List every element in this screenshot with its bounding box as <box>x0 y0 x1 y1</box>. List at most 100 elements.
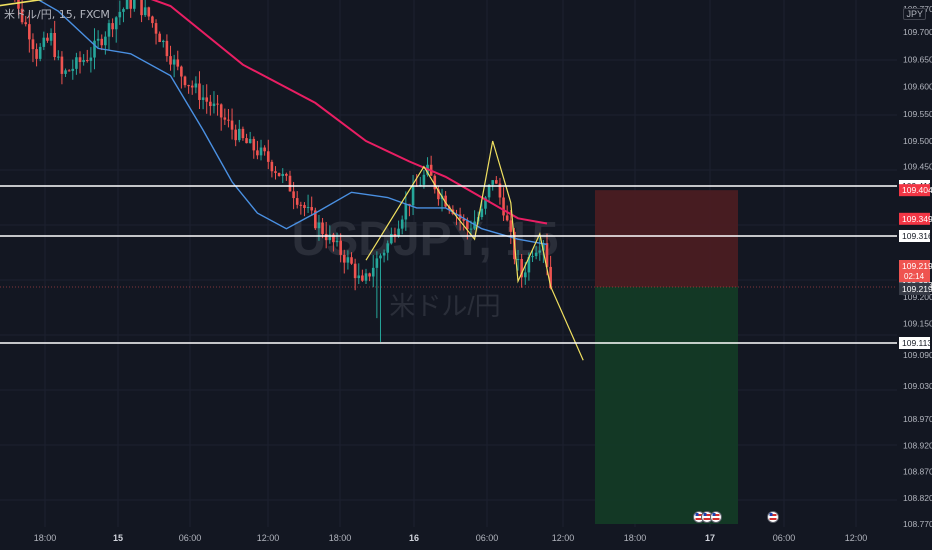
candle-body <box>538 250 542 253</box>
time-tick-label: 15 <box>113 533 123 543</box>
take-profit-zone <box>595 287 738 524</box>
candle-body <box>288 175 292 192</box>
candle-body <box>256 150 259 156</box>
event-stripe <box>703 518 711 520</box>
price-badge-label: 109.404 <box>902 185 932 195</box>
watermark-sub: 米ドル/円 <box>389 291 500 321</box>
level-badge <box>899 230 930 242</box>
candle-body <box>172 59 176 65</box>
candle-body <box>498 183 502 198</box>
candle-body <box>245 138 248 144</box>
price-badge <box>899 260 930 282</box>
candle-body <box>93 40 96 58</box>
price-badge-label: 109.219 <box>902 284 932 294</box>
time-axis[interactable]: 18:00 15 06:00 12:00 18:00 16 06:00 12:00 18:00 1… <box>0 527 932 550</box>
currency-label[interactable]: JPY <box>903 8 926 20</box>
candle-body <box>183 76 187 86</box>
candle-body <box>57 56 60 58</box>
candle-body <box>371 267 375 277</box>
level-badge <box>899 337 930 349</box>
candle-body <box>332 234 335 243</box>
ema-slow-line <box>150 0 548 225</box>
candle-body <box>259 147 263 156</box>
candle-body <box>534 252 538 257</box>
candle-body <box>549 266 552 289</box>
candle-body <box>361 275 364 281</box>
candle-body <box>277 172 281 176</box>
price-tick-label: 109.030 <box>903 381 932 391</box>
candle-body <box>64 70 67 74</box>
price-badge <box>899 212 930 225</box>
candle-body <box>542 243 545 251</box>
candle-body <box>523 272 527 278</box>
price-tick-label: 108.870 <box>903 467 932 477</box>
candle-body <box>133 0 136 9</box>
price-badges: 109.412109.316109.113109.404109.349109.2… <box>899 180 932 349</box>
candle-body <box>209 101 212 107</box>
candle-body <box>20 8 24 23</box>
candle-body <box>238 128 241 141</box>
zigzag-pattern-line <box>365 140 584 361</box>
price-badge-label: 109.219 <box>902 261 932 271</box>
candle-body <box>28 24 31 40</box>
candle-body <box>118 11 122 18</box>
candle-body <box>140 0 143 16</box>
candle-body <box>82 60 85 63</box>
candle-body <box>71 68 75 71</box>
candle-body <box>422 174 426 185</box>
us-flag-event-icon[interactable] <box>767 511 779 523</box>
candle-body <box>122 9 125 12</box>
candle-body <box>111 23 114 30</box>
candle-body <box>350 257 353 264</box>
candle-body <box>151 16 154 24</box>
position-zones[interactable] <box>595 190 738 524</box>
event-stripe <box>712 514 720 516</box>
candle-body <box>31 39 35 50</box>
event-stripe <box>703 514 711 516</box>
candle-body <box>295 198 299 205</box>
candle-body <box>495 180 498 184</box>
event-circle <box>767 511 779 523</box>
candle-body <box>53 32 56 58</box>
candle-body <box>198 83 201 100</box>
candle-body <box>248 138 252 144</box>
price-tick-label: 109.500 <box>903 136 932 146</box>
time-tick-label: 12:00 <box>257 533 280 543</box>
time-tick-label: 17 <box>705 533 715 543</box>
price-badge <box>899 184 930 197</box>
price-tick-label: 109.550 <box>903 109 932 119</box>
candle-body <box>390 234 393 244</box>
candle-body <box>321 222 324 234</box>
event-stripe <box>695 514 703 516</box>
price-tick-label: 109.090 <box>903 350 932 360</box>
candle-body <box>516 259 520 261</box>
horizontal-levels[interactable] <box>0 185 897 344</box>
candle-body <box>531 256 534 258</box>
event-markers[interactable] <box>693 511 779 523</box>
candle-body <box>201 97 205 100</box>
candle-body <box>67 70 71 72</box>
time-axis-background <box>0 527 932 550</box>
candle-body <box>100 38 104 46</box>
event-stripe <box>769 518 777 520</box>
candle-body <box>187 85 190 87</box>
time-tick-label: 06:00 <box>179 533 202 543</box>
candle-body <box>335 240 339 243</box>
candle-body <box>114 17 118 30</box>
price-tick-label: 109.600 <box>903 82 932 92</box>
price-tick-label: 108.920 <box>903 440 932 450</box>
candle-body <box>143 7 147 16</box>
candle-body <box>158 33 161 43</box>
event-canton <box>703 513 707 516</box>
candle-body <box>35 49 38 59</box>
time-tick-label: 06:00 <box>476 533 499 543</box>
candle-body <box>342 254 346 263</box>
candle-body <box>285 173 288 176</box>
candle-body <box>89 57 93 61</box>
candle-body <box>125 0 129 10</box>
candle-body <box>241 128 245 139</box>
candle-body <box>480 208 484 218</box>
us-flag-event-icon[interactable] <box>710 511 722 523</box>
